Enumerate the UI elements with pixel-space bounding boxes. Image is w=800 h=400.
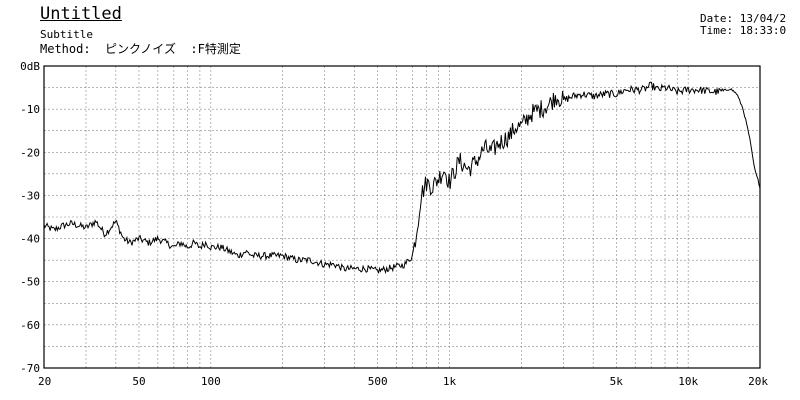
x-tick-label: 1k: [443, 375, 457, 388]
y-tick-label: -20: [20, 146, 40, 159]
y-tick-label: 0dB: [20, 60, 40, 73]
x-tick-label: 10k: [678, 375, 698, 388]
x-tick-label: 50: [132, 375, 145, 388]
y-tick-label: -10: [20, 103, 40, 116]
y-axis-ticks: 0dB -10 -20 -30 -40 -50 -60 -70: [20, 60, 40, 375]
y-tick-label: -40: [20, 233, 40, 246]
x-tick-label: 20: [38, 375, 51, 388]
x-axis-ticks: 20 50 100 500 1k 5k 10k 20k: [38, 375, 768, 388]
x-tick-label: 100: [201, 375, 221, 388]
measurement-method: Method: ピンクノイズ :F特測定: [40, 42, 241, 56]
x-tick-label: 20k: [748, 375, 768, 388]
y-tick-label: -70: [20, 362, 40, 375]
plot-frame: [43, 65, 761, 369]
series-layer: [43, 81, 761, 275]
measurement-date: Date: 13/04/2: [700, 12, 787, 25]
y-tick-label: -30: [20, 189, 40, 202]
x-tick-label: 500: [368, 375, 388, 388]
x-tick-label: 5k: [610, 375, 624, 388]
grid: [44, 66, 760, 368]
y-tick-label: -50: [20, 276, 40, 289]
chart-subtitle: Subtitle: [40, 28, 93, 41]
measurement-time: Time: 18:33:0: [700, 24, 787, 37]
chart-title: Untitled: [40, 4, 122, 24]
y-tick-label: -60: [20, 319, 40, 332]
response-trace: [43, 81, 761, 275]
